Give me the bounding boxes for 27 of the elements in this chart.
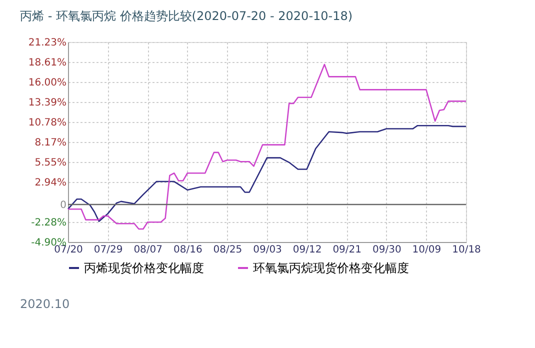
- y-tick-label: 8.17%: [34, 137, 66, 148]
- x-tick-label: 08/25: [213, 244, 242, 256]
- x-tick-label: 09/12: [292, 244, 322, 256]
- legend-label: 环氧氯丙烷现货价格变化幅度: [253, 261, 409, 275]
- line-series: [67, 125, 467, 222]
- text: 2020.10: [20, 297, 70, 311]
- y-tick-label: 16.00%: [28, 78, 66, 89]
- y-tick-label: 5.55%: [34, 158, 66, 169]
- chart-title: 丙烯 - 环氧氯丙烷 价格趋势比较(2020-07-20 - 2020-10-18): [20, 9, 353, 23]
- y-tick-label: 13.39%: [28, 98, 66, 109]
- y-tick-label: -2.28%: [31, 217, 66, 228]
- y-tick-label: 18.61%: [28, 58, 66, 69]
- x-tick-label: 07/29: [94, 244, 123, 256]
- line-series: [67, 64, 467, 230]
- y-tick-label: 21.23%: [28, 38, 66, 48]
- x-tick-label: 10/18: [452, 244, 481, 256]
- x-tick-label: 10/09: [412, 244, 442, 256]
- x-tick-label: 08/07: [134, 244, 163, 256]
- y-tick-label: 0: [60, 200, 66, 211]
- y-tick-label: 10.78%: [28, 117, 66, 128]
- x-tick-label: 07/20: [54, 244, 83, 256]
- x-tick-label: 09/21: [332, 244, 362, 256]
- y-tick-label: 2.94%: [34, 177, 66, 188]
- legend-label: 丙烯现货价格变化幅度: [84, 261, 204, 275]
- x-tick-label: 09/30: [372, 244, 402, 256]
- x-tick-label: 08/16: [173, 244, 202, 256]
- x-tick-label: 09/03: [253, 244, 282, 256]
